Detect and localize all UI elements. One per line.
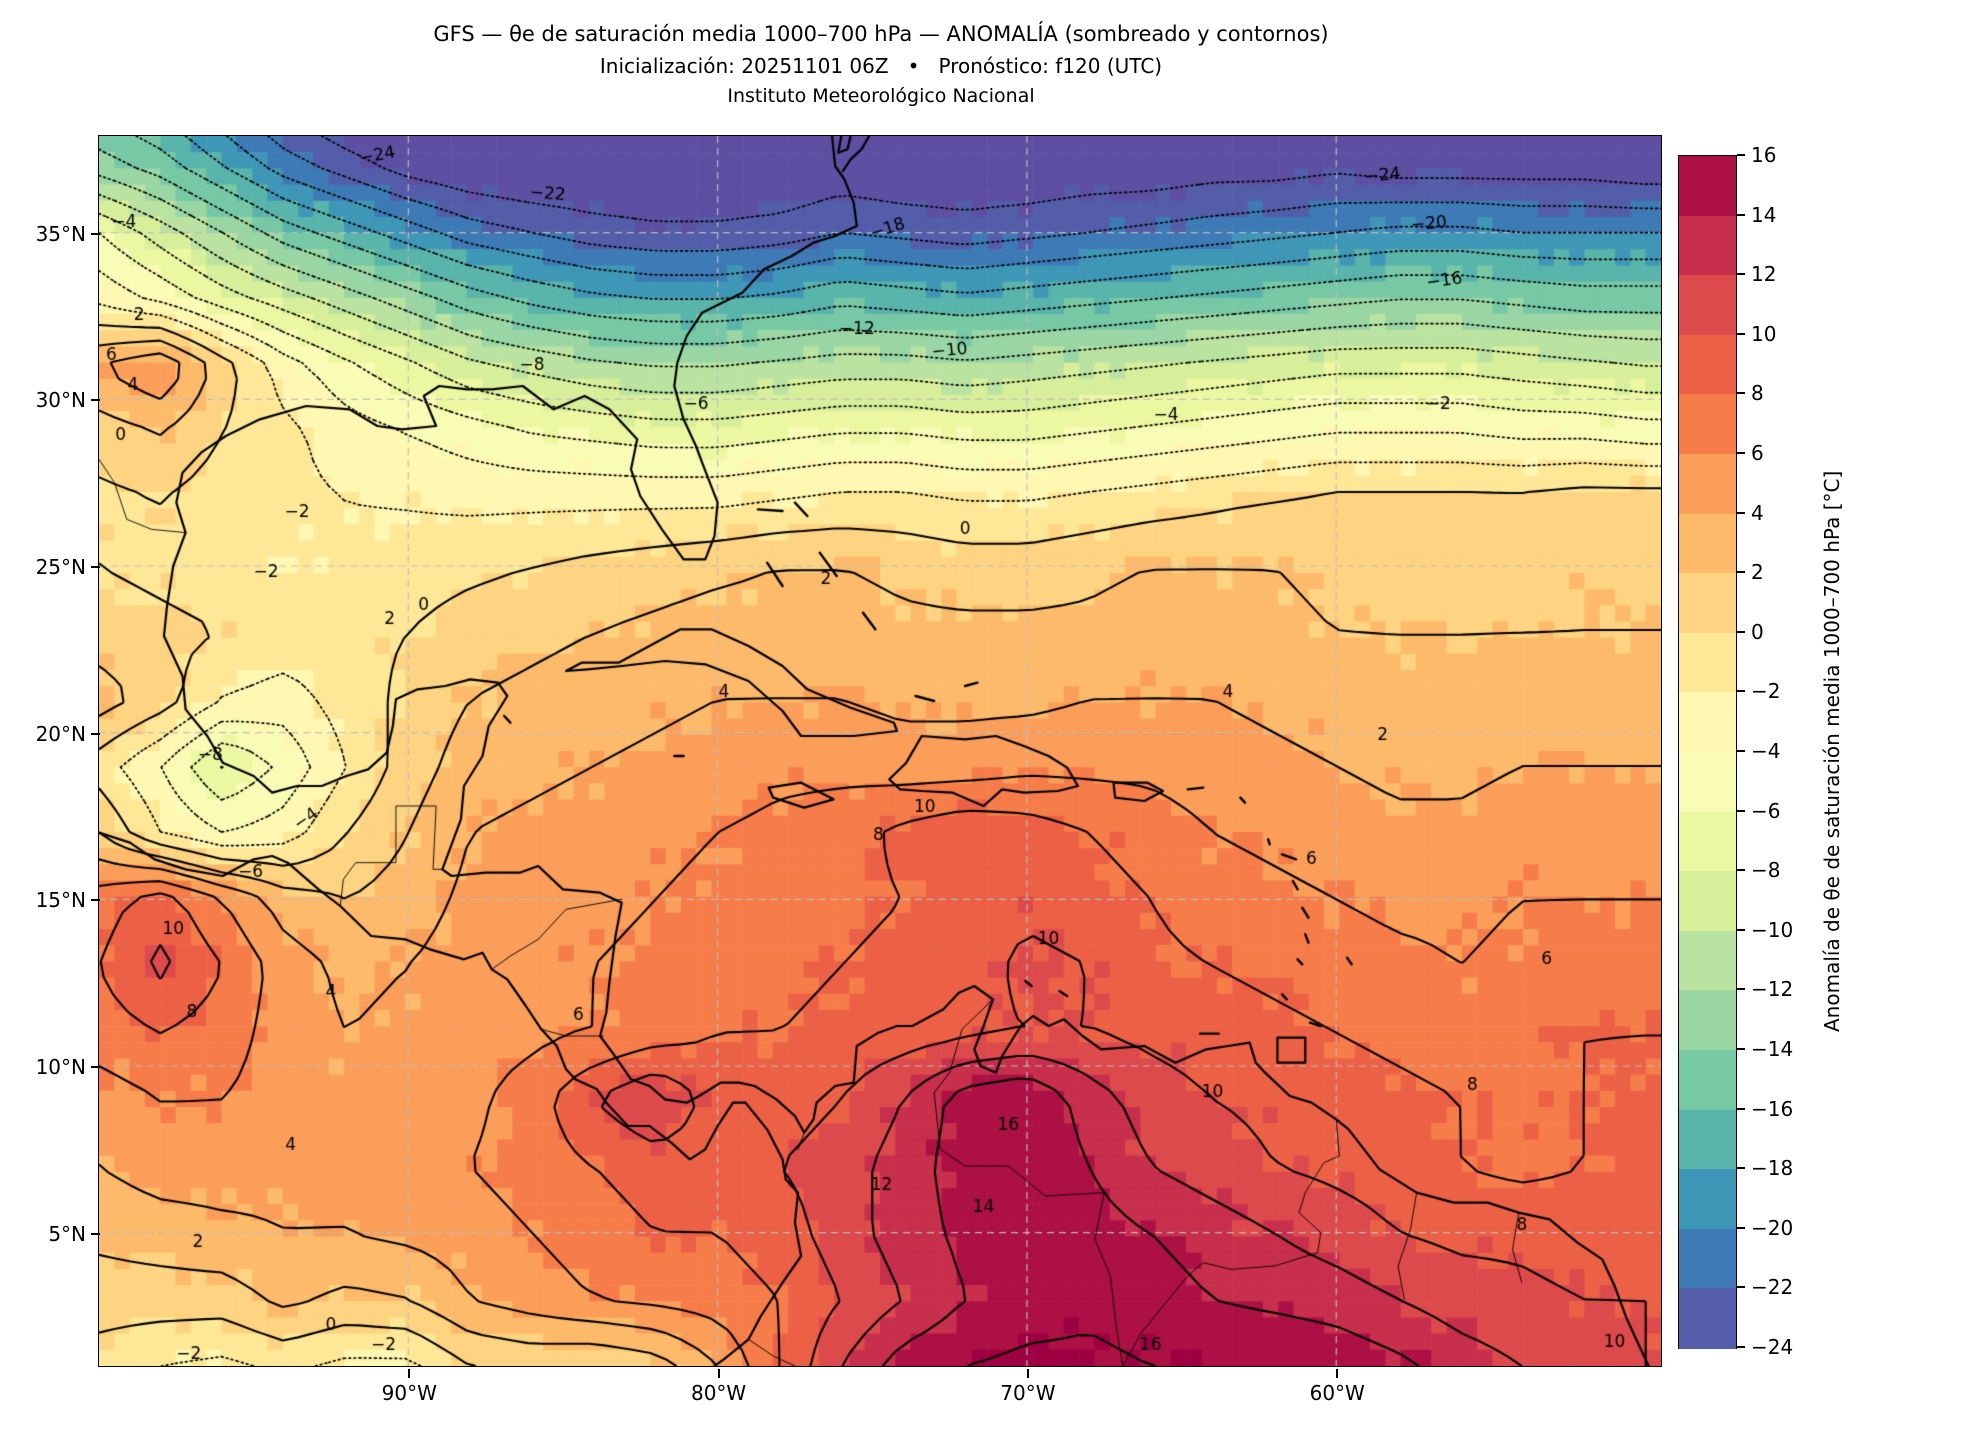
colorbar-tick-mark — [1737, 154, 1745, 156]
colorbar-tick-mark — [1737, 750, 1745, 752]
colorbar-tick-label: 10 — [1751, 321, 1777, 346]
y-tick-label: 15°N — [35, 888, 86, 913]
colorbar-tick-mark — [1737, 332, 1745, 335]
chart-title: GFS — θe de saturación media 1000–700 hP… — [433, 22, 1329, 46]
colorbar-band — [1679, 573, 1736, 634]
y-tick-label: 5°N — [48, 1221, 86, 1246]
y-tick-label: 30°N — [35, 388, 86, 413]
y-tick-label: 35°N — [35, 221, 86, 246]
colorbar-tick-mark — [1737, 273, 1745, 276]
colorbar-band — [1679, 990, 1736, 1051]
map-canvas — [98, 135, 1663, 1368]
x-tick-label: 80°W — [690, 1381, 747, 1405]
colorbar-tick-label: 8 — [1751, 381, 1764, 406]
colorbar-tick-mark — [1737, 1286, 1745, 1289]
x-tick-mark — [1336, 1369, 1339, 1378]
chart-institution: Instituto Meteorológico Nacional — [727, 85, 1035, 107]
colorbar-tick-label: −24 — [1751, 1335, 1794, 1359]
colorbar-tick-mark — [1737, 392, 1745, 395]
y-tick-mark — [91, 732, 100, 735]
colorbar-tick-label: 0 — [1751, 619, 1764, 644]
y-tick-label: 10°N — [35, 1055, 86, 1079]
y-tick-mark — [91, 1232, 100, 1235]
x-tick-label: 60°W — [1309, 1381, 1365, 1405]
colorbar-tick-mark — [1737, 452, 1745, 454]
y-tick-mark — [91, 1066, 100, 1068]
colorbar-band — [1679, 334, 1736, 395]
colorbar-tick-label: −6 — [1751, 798, 1781, 823]
colorbar-tick-mark — [1737, 1167, 1745, 1170]
colorbar-band — [1679, 513, 1736, 574]
colorbar-tick-mark — [1737, 1048, 1745, 1050]
chart-subtitle-init-forecast: Inicialización: 20251101 06Z • Pronóstic… — [599, 54, 1163, 78]
y-tick-label: 25°N — [35, 555, 86, 579]
colorbar-tick-label: −14 — [1751, 1037, 1794, 1061]
colorbar-tick-label: −4 — [1751, 739, 1781, 763]
colorbar-band — [1679, 1288, 1736, 1349]
colorbar-tick-mark — [1737, 988, 1745, 991]
colorbar-band — [1679, 1050, 1736, 1111]
colorbar-tick-label: −2 — [1751, 679, 1781, 704]
colorbar-band — [1679, 275, 1736, 336]
colorbar-band — [1679, 215, 1736, 276]
colorbar-band — [1679, 871, 1736, 932]
colorbar-tick-label: 16 — [1751, 143, 1777, 167]
colorbar-tick-label: −8 — [1751, 858, 1781, 883]
colorbar-tick-mark — [1737, 511, 1745, 514]
colorbar-band — [1679, 1228, 1736, 1289]
colorbar-tick-label: 12 — [1751, 262, 1777, 287]
x-tick-label: 70°W — [1000, 1381, 1056, 1405]
colorbar-band — [1679, 1109, 1736, 1170]
colorbar-tick-mark — [1737, 1346, 1745, 1348]
colorbar-tick-label: −12 — [1751, 977, 1794, 1002]
colorbar-band — [1679, 752, 1736, 813]
colorbar-band — [1679, 692, 1736, 753]
y-tick-label: 20°N — [35, 721, 86, 746]
colorbar-band — [1679, 1169, 1736, 1230]
colorbar-band — [1679, 930, 1736, 991]
colorbar-band — [1679, 394, 1736, 455]
colorbar-tick-mark — [1737, 571, 1745, 574]
colorbar — [1678, 155, 1737, 1349]
x-tick-mark — [1026, 1369, 1029, 1378]
colorbar-band — [1679, 811, 1736, 872]
colorbar-tick-label: 2 — [1751, 560, 1764, 585]
colorbar-band — [1679, 454, 1736, 515]
colorbar-tick-label: −20 — [1751, 1215, 1794, 1240]
colorbar-tick-mark — [1737, 809, 1745, 812]
y-tick-mark — [91, 399, 100, 402]
colorbar-tick-label: −18 — [1751, 1156, 1794, 1181]
y-tick-mark — [91, 899, 100, 902]
colorbar-tick-label: 14 — [1751, 202, 1777, 227]
x-tick-mark — [408, 1369, 411, 1378]
colorbar-tick-label: −16 — [1751, 1096, 1794, 1121]
colorbar-band — [1679, 156, 1736, 217]
x-tick-mark — [717, 1369, 720, 1378]
colorbar-tick-mark — [1737, 1226, 1745, 1229]
x-tick-label: 90°W — [381, 1381, 437, 1405]
colorbar-band — [1679, 632, 1736, 693]
colorbar-tick-mark — [1737, 213, 1745, 216]
colorbar-tick-mark — [1737, 928, 1745, 931]
y-tick-mark — [91, 566, 100, 568]
colorbar-tick-label: −22 — [1751, 1275, 1794, 1300]
colorbar-tick-mark — [1737, 630, 1745, 633]
y-tick-mark — [91, 232, 100, 235]
colorbar-tick-label: 4 — [1751, 500, 1764, 525]
colorbar-tick-mark — [1737, 690, 1745, 693]
colorbar-tick-label: 6 — [1751, 441, 1764, 465]
colorbar-tick-mark — [1737, 869, 1745, 872]
colorbar-tick-mark — [1737, 1107, 1745, 1110]
colorbar-tick-label: −10 — [1751, 917, 1794, 942]
